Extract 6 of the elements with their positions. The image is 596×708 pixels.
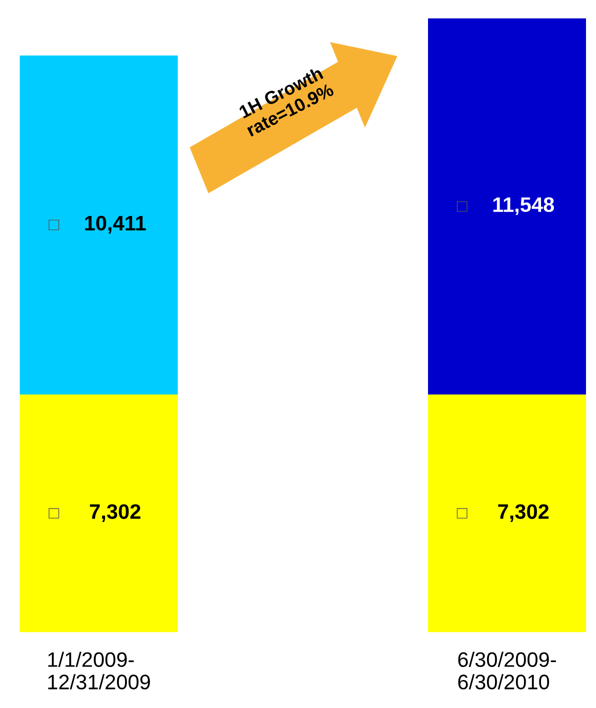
data-label: 7,302 bbox=[498, 504, 549, 522]
x-tick-label: 1/1/2009- 12/31/2009 bbox=[48, 652, 150, 690]
data-label: 10,411 bbox=[85, 216, 146, 234]
x-tick-label: 6/30/2009- 6/30/2010 bbox=[458, 652, 556, 690]
data-label: 7,302 bbox=[90, 504, 140, 522]
data-label: 11,548 bbox=[493, 197, 554, 216]
